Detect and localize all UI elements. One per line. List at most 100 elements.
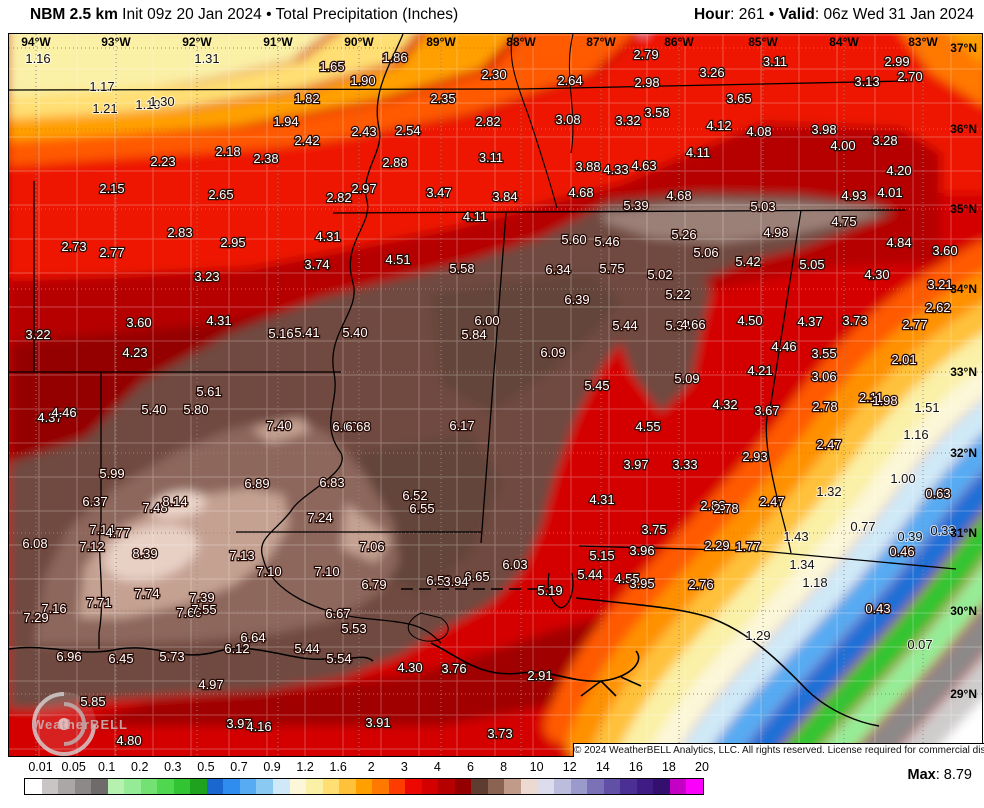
precip-value: 5.80 [183, 402, 208, 417]
precip-value: 2.77 [902, 317, 927, 332]
latitude-label: 29°N [950, 687, 977, 701]
precip-value: 6.60 [332, 419, 357, 434]
colorbar-segment [421, 779, 439, 794]
precip-value: 7.13 [229, 548, 254, 563]
precip-value: 3.47 [426, 185, 451, 200]
precip-value: 3.08 [555, 112, 580, 127]
scale-tick: 0.7 [230, 760, 248, 774]
precip-value: 1.65 [319, 59, 344, 74]
precip-value: 6.79 [361, 577, 386, 592]
precip-value: 2.47 [759, 494, 784, 509]
map-title: NBM 2.5 km Init 09z 20 Jan 2024 • Total … [30, 6, 458, 24]
precip-value: 2.62 [925, 300, 950, 315]
precip-value: 4.98 [763, 225, 788, 240]
colorbar [24, 778, 704, 795]
precip-value: 3.32 [615, 113, 640, 128]
precip-value: 5.42 [735, 254, 760, 269]
map-canvas: WeatherBELL 1.16 1.31 1.17 1.21 1.10 1.30 1.82… [8, 33, 984, 758]
precip-value: 5.84 [461, 327, 486, 342]
longitude-label: 86°W [664, 35, 694, 49]
hour-value: 261 [738, 6, 765, 23]
precip-value: 1.17 [89, 79, 114, 94]
precip-value: 6.83 [319, 475, 344, 490]
precip-value: 3.67 [754, 403, 779, 418]
precip-value: 5.15 [589, 548, 614, 563]
precip-value: 5.05 [799, 257, 824, 272]
scale-tick: 18 [661, 760, 676, 774]
precip-value: 1.00 [890, 471, 915, 486]
precip-value: 2.18 [215, 144, 240, 159]
colorbar-segment [322, 779, 340, 794]
colorbar-segment [140, 779, 158, 794]
scale-tick: 3 [400, 760, 408, 774]
colorbar-segment [339, 779, 356, 794]
latitude-label: 34°N [950, 282, 977, 296]
precip-value: 4.46 [771, 339, 796, 354]
precip-value: 4.93 [841, 188, 866, 203]
precip-value: 3.98 [811, 122, 836, 137]
colorbar-segment [91, 779, 108, 794]
precip-value: 2.82 [475, 114, 500, 129]
precip-value: 4.21 [747, 363, 772, 378]
precip-value: 7.66 [176, 605, 201, 620]
precip-value: 2.79 [633, 47, 658, 62]
precip-value: 3.11 [763, 54, 787, 69]
precip-value: 1.18 [802, 575, 827, 590]
precip-value: 5.16 [268, 326, 293, 341]
precip-value: 3.06 [811, 369, 836, 384]
precip-value: 2.43 [351, 124, 376, 139]
precip-value: 2.98 [634, 75, 659, 90]
precip-value: 1.10 [135, 97, 160, 112]
precip-value: 7.06 [359, 539, 384, 554]
precip-value: 5.53 [341, 621, 366, 636]
colorbar-segment [520, 779, 538, 794]
longitude-label: 84°W [829, 35, 859, 49]
colorbar-segment [603, 779, 621, 794]
precip-value: 6.55 [409, 501, 434, 516]
latitude-label: 31°N [950, 526, 977, 540]
precip-value: 2.29 [704, 538, 729, 553]
precip-value: 1.51 [914, 400, 939, 415]
precip-value: 6.17 [449, 418, 474, 433]
colorbar-segment [355, 779, 373, 794]
precip-value: 5.03 [750, 199, 775, 214]
longitude-label: 94°W [21, 35, 51, 49]
precip-value: 5.54 [326, 651, 351, 666]
precip-value: 4.55 [614, 571, 639, 586]
precip-value: 2.88 [382, 155, 407, 170]
precip-value: 5.40 [342, 325, 367, 340]
precip-value: 4.16 [246, 719, 271, 734]
precip-value: 6.34 [545, 262, 570, 277]
colorbar-segment [289, 779, 307, 794]
precip-value: 3.84 [492, 189, 517, 204]
scale-tick: 0.1 [97, 760, 116, 774]
colorbar-segment [272, 779, 290, 794]
colorbar-segment [620, 779, 637, 794]
scale-tick: 10 [529, 760, 544, 774]
precip-value: 2.77 [99, 245, 124, 260]
precip-value: 1.16 [25, 51, 50, 66]
precip-value: 5.39 [623, 198, 648, 213]
precip-value: 5.44 [612, 318, 637, 333]
precip-value: 3.73 [842, 313, 867, 328]
precip-value: 3.88 [575, 159, 600, 174]
precip-value: 6.96 [56, 649, 81, 664]
colorbar-segment [173, 779, 191, 794]
colorbar-segment [124, 779, 141, 794]
colorbar-segment [388, 779, 406, 794]
precip-value: 6.00 [474, 313, 499, 328]
precip-value: 4.37 [797, 314, 822, 329]
scale-tick: 2 [367, 760, 375, 774]
precip-value: 4.23 [122, 345, 147, 360]
longitude-label: 85°W [748, 35, 778, 49]
precip-value: 4.00 [830, 138, 855, 153]
color-scale: 0.01 0.05 0.1 0.2 0.3 0.5 0.7 0.9 1.2 1.6 2 3 4 6 8 10 1… [0, 757, 984, 808]
precip-value: 2.23 [150, 154, 175, 169]
colorbar-segment [107, 779, 125, 794]
precip-value: 4.30 [397, 660, 422, 675]
scale-tick: 0.3 [164, 760, 182, 774]
scale-tick: 1.6 [329, 760, 347, 774]
precip-value: 3.76 [441, 661, 466, 676]
precip-value: 2.73 [61, 239, 86, 254]
river-delta [430, 642, 642, 697]
